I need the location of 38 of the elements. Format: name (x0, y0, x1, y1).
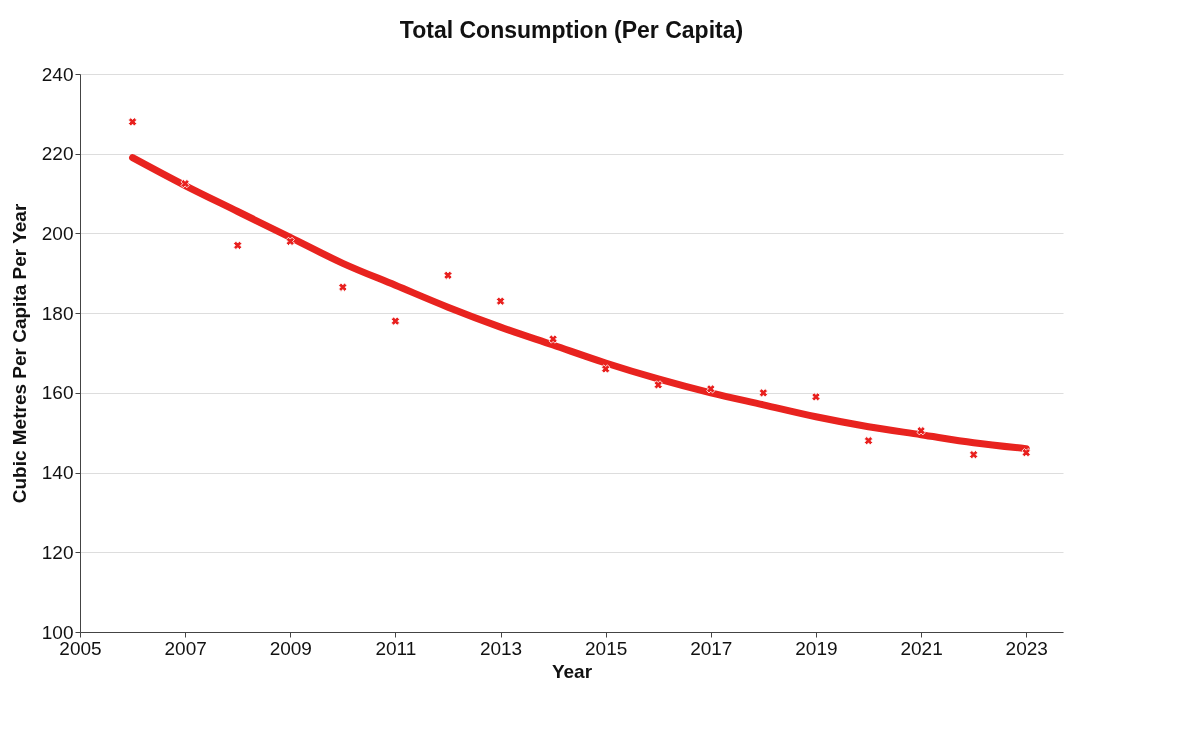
point (285, 236, 295, 246)
chart-title: Total Consumption (Per Capita) (399, 17, 744, 43)
point (916, 426, 926, 436)
point (495, 296, 506, 306)
point (1021, 448, 1031, 458)
point (969, 450, 979, 460)
y-tick-label: 180 (41, 302, 74, 324)
point (443, 270, 453, 280)
point (706, 384, 716, 394)
point (233, 240, 243, 250)
point (180, 179, 190, 189)
y-tick-label: 120 (41, 541, 74, 563)
point (811, 392, 821, 402)
x-tick-label: 2017 (690, 637, 733, 659)
point (390, 316, 400, 326)
point (758, 388, 768, 398)
y-tick-label: 220 (41, 143, 74, 165)
point (128, 117, 138, 127)
y-tick-label: 140 (41, 462, 74, 484)
x-tick-label: 2021 (900, 637, 943, 659)
x-tick-label: 2019 (795, 637, 838, 659)
x-tick-label: 2023 (1005, 637, 1048, 659)
point (548, 334, 558, 344)
point (601, 364, 611, 374)
x-tick-label: 2011 (375, 637, 417, 659)
x-tick-label: 2009 (269, 637, 312, 659)
y-tick-label: 200 (41, 222, 74, 244)
x-tick-label: 2013 (479, 637, 523, 659)
x-axis-title: Year (551, 660, 593, 682)
y-tick-label: 160 (41, 382, 74, 404)
point (338, 282, 348, 292)
point (863, 436, 874, 446)
y-axis-title: Cubic Metres Per Capita Per Year (8, 203, 30, 504)
y-tick-label: 100 (41, 621, 74, 643)
x-tick-label: 2015 (585, 637, 628, 659)
x-tick-label: 2007 (164, 637, 207, 659)
point (653, 380, 663, 390)
y-tick-label: 240 (41, 63, 74, 85)
